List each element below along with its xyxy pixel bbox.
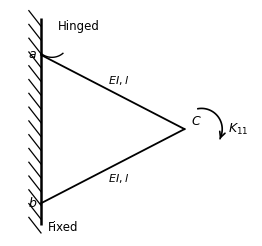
Text: $EI,l$: $EI,l$ xyxy=(108,74,129,87)
Text: Fixed: Fixed xyxy=(48,221,79,234)
Text: $EI,l$: $EI,l$ xyxy=(108,171,129,184)
Text: b: b xyxy=(28,197,36,210)
Text: a: a xyxy=(29,48,36,62)
Text: $C$: $C$ xyxy=(190,115,201,128)
Text: $K_{11}$: $K_{11}$ xyxy=(228,122,249,137)
Text: Hinged: Hinged xyxy=(58,20,100,33)
